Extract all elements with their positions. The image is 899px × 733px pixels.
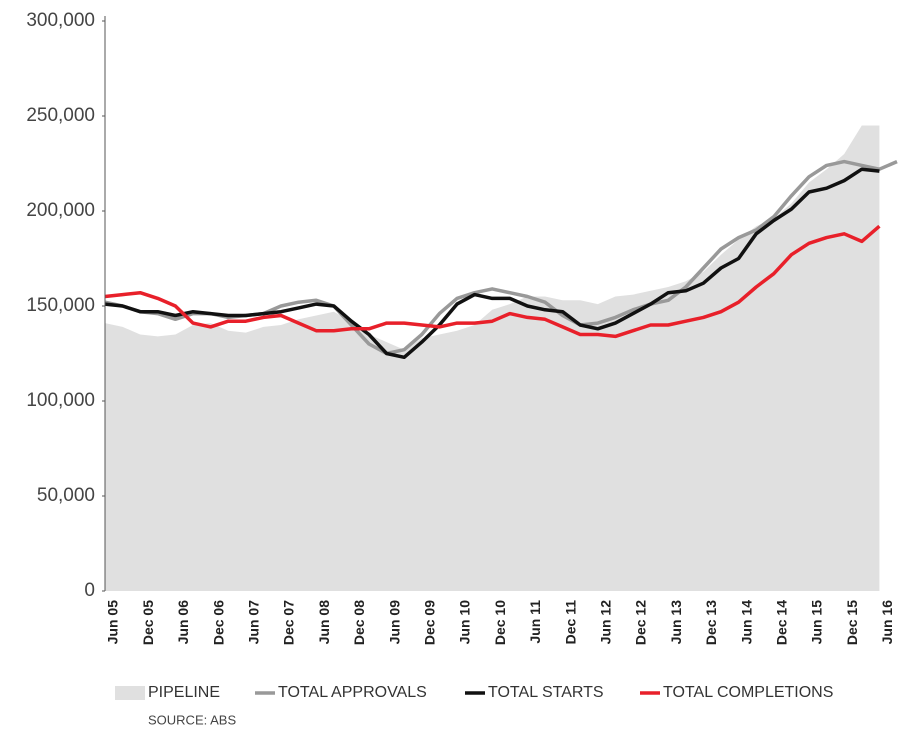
x-tick-label: Jun 06 (175, 600, 191, 645)
y-tick-label: 200,000 (26, 200, 95, 221)
x-tick-label: Jun 10 (457, 600, 473, 645)
x-tick-label: Jun 11 (527, 600, 543, 644)
legend-label: TOTAL STARTS (488, 684, 604, 701)
x-tick-label: Dec 12 (633, 600, 649, 645)
x-tick-label: Jun 16 (879, 600, 895, 645)
x-tick-label: Jun 08 (316, 600, 332, 645)
x-tick-label: Dec 09 (422, 600, 438, 645)
x-tick-label: Dec 10 (492, 600, 508, 645)
x-tick-label: Jun 12 (598, 600, 614, 645)
x-tick-label: Dec 15 (844, 600, 860, 645)
legend-label: PIPELINE (148, 684, 220, 701)
y-tick-label: 150,000 (26, 295, 95, 316)
pipeline-area (105, 125, 880, 591)
x-tick-label: Jun 09 (386, 600, 402, 645)
x-tick-label: Dec 13 (703, 600, 719, 645)
x-tick-label: Jun 15 (809, 600, 825, 645)
x-tick-label: Jun 13 (668, 600, 684, 645)
x-tick-label: Jun 07 (246, 600, 262, 645)
x-tick-label: Dec 05 (140, 600, 156, 645)
x-tick-label: Dec 11 (562, 600, 578, 645)
y-tick-label: 250,000 (26, 105, 95, 126)
x-tick-label: Jun 14 (738, 600, 754, 645)
y-tick-label: 100,000 (26, 390, 95, 411)
legend-label: TOTAL APPROVALS (278, 684, 427, 701)
y-tick-label: 50,000 (37, 485, 95, 506)
source: SOURCE: ABS (148, 712, 236, 727)
legend-swatch (115, 686, 145, 700)
y-tick-label: 0 (84, 580, 95, 601)
x-tick-label: Dec 06 (210, 600, 226, 645)
x-tick-label: Dec 14 (774, 600, 790, 645)
legend-label: TOTAL COMPLETIONS (663, 684, 833, 701)
x-tick-label: Jun 05 (105, 600, 121, 645)
series-line (104, 167, 880, 360)
series-line (104, 224, 881, 339)
y-tick-label: 300,000 (26, 10, 95, 31)
x-tick-label: Dec 08 (351, 600, 367, 645)
x-tick-label: Dec 07 (281, 600, 297, 645)
